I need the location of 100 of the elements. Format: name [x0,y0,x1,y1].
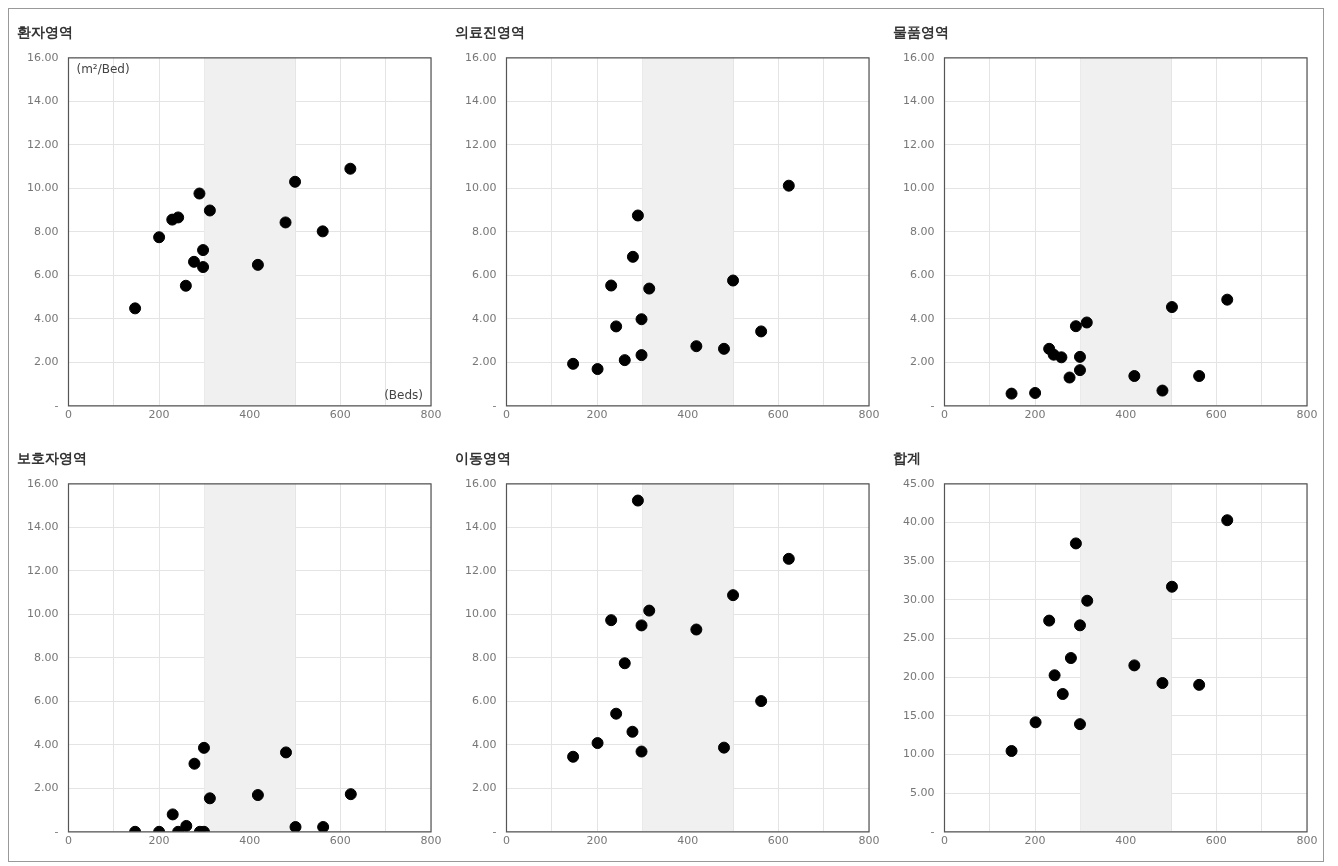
y-tick-label: 25.00 [902,631,935,645]
chart-title: 환자영역 [17,24,73,41]
point [1073,619,1086,632]
y-tick-label: 10.00 [902,181,935,195]
x-tick-label: 400 [239,834,261,848]
x-tick-label: 600 [329,834,351,848]
y-tick-label: 2.00 [909,355,935,369]
annotation: (m²/Bed) [76,61,130,76]
y-tick-label: 10.00 [902,747,935,761]
y-tick-label: 6.00 [33,694,59,708]
y-tick-label: 14.00 [464,94,497,108]
x-tick-label: 600 [767,408,789,422]
point [1069,537,1082,550]
y-tick-label: 12.00 [902,137,935,151]
point [280,746,292,759]
y-tick-label: 35.00 [902,553,935,567]
y-tick-label: 14.00 [26,94,59,108]
y-tick-label: 8.00 [909,224,935,238]
y-tick-label: 8.00 [471,224,497,238]
point [727,274,740,287]
x-tick-label: 0 [940,408,948,422]
point [690,340,703,353]
point [1080,316,1093,329]
point [1029,716,1042,729]
point [1073,364,1086,377]
x-tick-label: 600 [767,834,789,848]
point [344,162,357,175]
y-tick-label: - [930,398,935,412]
point [1056,687,1069,700]
point [316,225,329,238]
y-tick-label: 2.00 [33,355,59,369]
point [618,354,631,367]
point [251,789,264,802]
point [1156,677,1169,690]
y-tick-label: 12.00 [26,563,59,577]
point [1055,351,1068,364]
point [1043,614,1056,627]
x-tick-label: 800 [1296,408,1318,422]
point [591,363,604,376]
x-tick-label: 400 [677,834,699,848]
x-tick-label: 400 [677,408,699,422]
y-tick-label: 10.00 [464,607,497,621]
y-tick-label: 8.00 [471,650,497,664]
x-tick-label: 400 [1115,834,1137,848]
point [1069,320,1082,333]
y-tick-label: 6.00 [471,268,497,282]
point [605,279,618,292]
point [1029,386,1042,399]
y-tick-label: 4.00 [909,311,935,325]
x-tick-label: 800 [1296,834,1318,848]
y-tick-label: 12.00 [26,137,59,151]
point [1165,580,1178,593]
chart-title: 이동영역 [455,450,511,467]
x-tick-label: 800 [420,408,442,422]
point [1005,744,1018,757]
y-tick-label: 10.00 [26,181,59,195]
point [289,175,302,188]
y-tick-label: 16.00 [464,50,497,64]
point [1063,371,1076,384]
chart-title: 보호자영역 [17,450,87,467]
y-tick-label: 10.00 [26,607,59,621]
point [1005,387,1018,400]
point [197,741,210,754]
y-tick-label: - [492,398,497,412]
point [203,204,216,217]
x-tick-label: 0 [502,834,510,848]
x-tick-label: 600 [1205,834,1227,848]
annotation: (Beds) [384,387,423,402]
point [610,320,623,333]
point [188,757,201,770]
point [188,255,201,268]
point [755,325,768,338]
point [1048,669,1061,682]
point [153,231,166,244]
point [166,808,179,821]
y-tick-label: 30.00 [902,592,935,606]
y-tick-label: 16.00 [464,476,497,490]
x-tick-label: 0 [940,834,948,848]
point [129,302,142,315]
chart-title: 합계 [893,450,921,467]
point [690,623,703,636]
point [718,342,730,355]
point [1193,370,1206,382]
point [1221,514,1234,527]
x-tick-label: 800 [858,408,880,422]
point [279,216,292,229]
point [1073,350,1086,363]
x-tick-label: 0 [64,408,72,422]
point [197,244,210,257]
point [643,282,656,295]
point [1081,594,1094,607]
point [197,261,210,274]
y-tick-label: 2.00 [471,355,497,369]
y-tick-label: - [492,824,497,838]
point [180,819,193,832]
point [1165,301,1178,314]
y-tick-label: 6.00 [909,268,935,282]
point [179,279,192,292]
point [567,750,580,763]
point [193,187,206,200]
